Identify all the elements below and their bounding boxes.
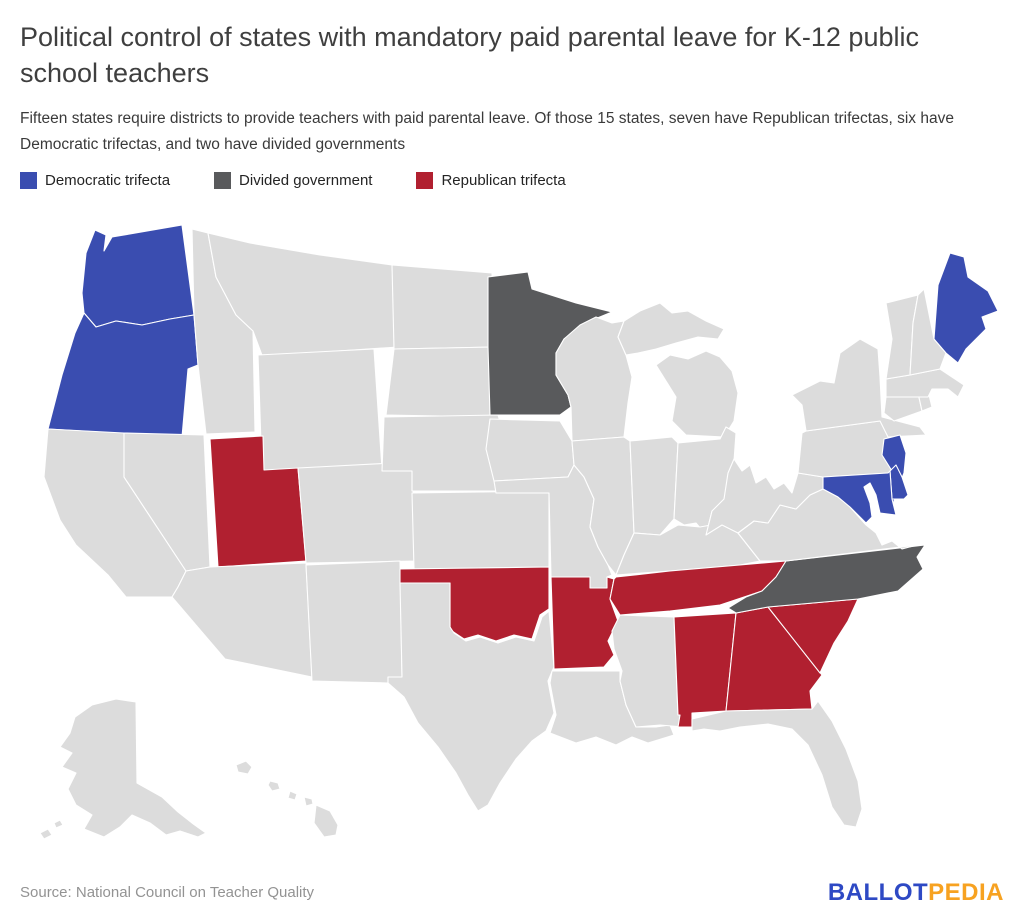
us-map-svg bbox=[39, 225, 999, 840]
state-kansas[interactable] bbox=[411, 490, 550, 570]
legend-swatch-republican-icon bbox=[416, 172, 434, 189]
state-south-dakota[interactable] bbox=[385, 346, 499, 418]
state-delaware[interactable] bbox=[889, 464, 909, 500]
legend-label-divided: Divided government bbox=[239, 172, 373, 189]
state-wyoming[interactable] bbox=[257, 348, 383, 474]
legend-item-republican: Republican trifecta bbox=[416, 172, 566, 189]
state-new-mexico[interactable] bbox=[305, 560, 403, 684]
page-subtitle: Fifteen states require districts to prov… bbox=[20, 110, 954, 153]
ballotpedia-logo-part1: BALLOT bbox=[827, 879, 929, 906]
state-arkansas[interactable] bbox=[550, 576, 619, 670]
state-michigan[interactable] bbox=[617, 302, 739, 438]
ballotpedia-logo-part2: PEDIA bbox=[928, 879, 1004, 906]
state-maryland[interactable] bbox=[822, 470, 897, 524]
legend-item-democratic: Democratic trifecta bbox=[20, 172, 170, 189]
state-iowa[interactable] bbox=[485, 418, 575, 482]
state-oregon[interactable] bbox=[47, 312, 199, 438]
source-credit: Source: National Council on Teacher Qual… bbox=[20, 884, 315, 901]
legend: Democratic trifecta Divided government R… bbox=[20, 172, 566, 189]
legend-swatch-democratic-icon bbox=[20, 172, 37, 189]
state-washington[interactable] bbox=[81, 225, 195, 328]
state-tennessee[interactable] bbox=[609, 560, 787, 616]
state-wisconsin[interactable] bbox=[555, 316, 633, 442]
legend-label-republican: Republican trifecta bbox=[441, 172, 566, 189]
state-west-virginia[interactable] bbox=[705, 458, 824, 536]
state-arizona[interactable] bbox=[171, 562, 313, 678]
state-colorado[interactable] bbox=[297, 461, 417, 564]
legend-label-democratic: Democratic trifecta bbox=[45, 172, 171, 189]
state-texas[interactable] bbox=[387, 582, 555, 812]
state-florida[interactable] bbox=[691, 700, 863, 828]
page-title: Political control of states with mandato… bbox=[20, 22, 919, 88]
state-north-dakota[interactable] bbox=[391, 264, 495, 350]
us-choropleth-map bbox=[20, 225, 1008, 858]
state-indiana[interactable] bbox=[629, 436, 679, 536]
ballotpedia-logo: BALLOTPEDIA bbox=[828, 879, 1004, 907]
state-north-carolina[interactable] bbox=[727, 544, 926, 614]
state-maine[interactable] bbox=[933, 252, 999, 364]
legend-swatch-divided-icon bbox=[214, 172, 232, 189]
state-hawaii[interactable] bbox=[235, 760, 339, 838]
state-new-hampshire[interactable] bbox=[909, 288, 947, 376]
legend-item-divided: Divided government bbox=[214, 172, 372, 189]
state-new-york[interactable] bbox=[791, 338, 927, 438]
state-alaska[interactable] bbox=[39, 698, 207, 840]
